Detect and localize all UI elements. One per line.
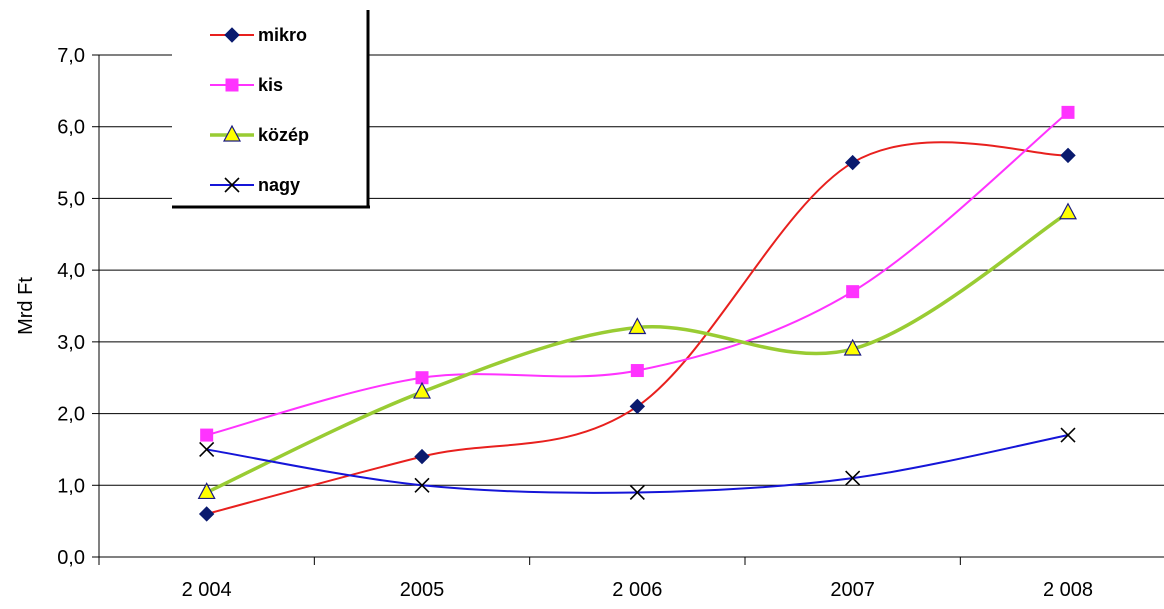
y-axis-title: Mrd Ft <box>15 277 37 335</box>
series-line-nagy <box>206 434 1069 494</box>
y-tick-label: 2,0 <box>57 404 85 426</box>
x-tick-label: 2 008 <box>1043 579 1093 601</box>
y-tick-label: 7,0 <box>57 45 85 67</box>
data-point-közép <box>413 381 431 399</box>
axes <box>92 54 1164 565</box>
x-tick-label: 2005 <box>400 579 445 601</box>
legend-background <box>172 10 368 206</box>
data-point-mikro <box>1060 147 1076 164</box>
data-point-nagy <box>629 484 645 501</box>
y-tick-label: 5,0 <box>57 188 85 210</box>
legend-marker-kis <box>225 78 239 92</box>
series-line-kis <box>206 111 1069 437</box>
y-tick-label: 0,0 <box>57 547 85 569</box>
data-point-kis <box>630 364 644 378</box>
x-tick-label: 2 004 <box>182 579 232 601</box>
legend-marker-mikro <box>224 27 240 43</box>
data-point-mikro <box>844 154 861 171</box>
x-tick-label: 2007 <box>830 579 875 601</box>
data-point-kis <box>415 371 429 385</box>
data-point-mikro <box>629 398 646 415</box>
series-line-közép <box>205 211 1069 495</box>
data-point-nagy <box>1060 427 1076 443</box>
legend-marker-közép <box>223 124 241 142</box>
data-point-közép <box>628 317 647 335</box>
legend-label-nagy: nagy <box>258 175 300 195</box>
y-tick-labels: 0,0 1,0 2,0 3,0 4,0 5,0 6,0 7,0 <box>57 45 85 569</box>
legend-label-kis: kis <box>258 75 283 95</box>
legend-label-közép: közép <box>258 125 309 145</box>
data-point-közép <box>197 482 216 500</box>
y-tick-label: 3,0 <box>57 332 85 354</box>
series-line-mikro <box>206 141 1069 515</box>
data-point-nagy <box>845 470 861 486</box>
data-point-kis <box>1061 105 1075 119</box>
x-tick-labels: 2 004 2005 2 006 2007 2 008 <box>182 579 1093 601</box>
legend: mikro kis közép nagy <box>172 10 370 209</box>
data-point-mikro <box>198 506 215 522</box>
data-point-nagy <box>199 441 215 457</box>
y-tick-label: 4,0 <box>57 260 85 282</box>
y-tick-label: 1,0 <box>57 475 85 497</box>
data-point-közép <box>1059 202 1077 220</box>
legend-label-mikro: mikro <box>258 25 307 45</box>
series-markers <box>197 105 1077 522</box>
data-point-közép <box>843 338 862 356</box>
data-point-kis <box>846 285 860 299</box>
x-tick-label: 2 006 <box>612 579 662 601</box>
y-tick-label: 6,0 <box>57 117 85 139</box>
legend-marker-nagy <box>224 177 240 193</box>
data-point-kis <box>200 428 214 442</box>
data-point-mikro <box>414 448 430 465</box>
data-point-nagy <box>414 477 430 493</box>
